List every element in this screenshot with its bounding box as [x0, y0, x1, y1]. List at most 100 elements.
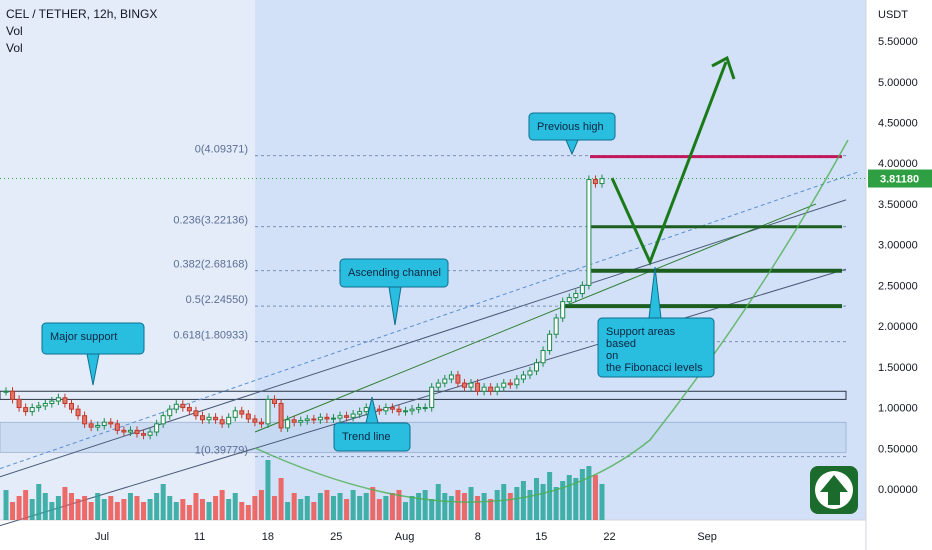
fib-label-3: 0.5(2.24550): [186, 294, 248, 306]
volume-bar-73: [481, 493, 487, 520]
volume-bar-39: [258, 490, 264, 520]
volume-bar-17: [114, 502, 120, 520]
x-tick-7: 22: [603, 531, 615, 543]
x-tick-2: 18: [262, 531, 274, 543]
x-tick-5: 8: [475, 531, 481, 543]
callout-previous-high-text-0: Previous high: [537, 121, 604, 133]
symbol-title[interactable]: CEL / TETHER, 12h, BINGX: [6, 7, 158, 21]
candle-body-64: [422, 407, 428, 410]
x-tick-1: 11: [194, 531, 205, 543]
candle-body-38: [252, 418, 258, 423]
legend: CEL / TETHER, 12h, BINGX Vol Vol: [6, 6, 157, 57]
candle-body-46: [304, 418, 310, 422]
candle-body-44: [291, 419, 297, 423]
volume-bar-18: [121, 499, 127, 520]
volume-bar-42: [278, 478, 284, 520]
volume-bar-28: [186, 505, 192, 520]
trend-line: [254, 203, 817, 433]
candle-body-4: [29, 407, 35, 413]
candle-body-16: [108, 421, 114, 425]
volume-bar-59: [389, 493, 395, 520]
volume-bar-37: [245, 505, 251, 520]
volume-bar-55: [363, 493, 369, 520]
candle-body-32: [213, 416, 219, 421]
lower-support-zone: [0, 421, 847, 453]
candle-body-83: [547, 333, 553, 352]
candle-body-57: [376, 408, 382, 412]
candle-body-7: [49, 400, 55, 404]
candle-body-53: [350, 413, 356, 418]
candle-body-66: [435, 382, 441, 388]
candle-body-6: [42, 402, 48, 407]
volume-bar-51: [337, 493, 343, 520]
candle-body-91: [599, 178, 605, 185]
volume-bar-1: [10, 502, 16, 520]
volume-bar-45: [298, 499, 304, 520]
candle-body-13: [88, 423, 94, 428]
channel-lower-line: [0, 268, 847, 527]
volume-bar-63: [416, 493, 422, 520]
candle-body-27: [180, 403, 186, 409]
candle-body-82: [540, 350, 546, 364]
candle-body-2: [16, 398, 22, 409]
candle-body-62: [409, 408, 415, 412]
volume-bar-27: [180, 499, 186, 520]
up-arrow-icon: [820, 475, 848, 505]
volume-bar-21: [141, 502, 147, 520]
y-tick-6: 2.50000: [878, 280, 918, 292]
candle-body-80: [527, 370, 533, 376]
volume-bar-72: [475, 496, 481, 520]
volume-bar-85: [560, 481, 566, 520]
volume-indicator-2[interactable]: Vol: [6, 41, 23, 55]
volume-bar-81: [534, 478, 540, 520]
volume-bar-50: [330, 496, 336, 520]
volume-bar-4: [29, 499, 35, 520]
volume-bar-12: [82, 496, 88, 520]
candle-body-9: [62, 397, 68, 404]
volume-bar-57: [376, 499, 382, 520]
volume-bar-0: [3, 490, 9, 520]
candle-body-72: [475, 382, 481, 392]
callout-ascending-channel-text-0: Ascending channel: [348, 267, 441, 279]
volume-bar-67: [442, 493, 448, 520]
callout-previous-high-pointer: [565, 139, 579, 156]
currency-label: USDT: [878, 9, 908, 21]
volume-bar-47: [311, 502, 317, 520]
volume-bar-19: [127, 493, 133, 520]
current-price-badge: [868, 169, 932, 188]
candle-body-21: [141, 433, 147, 436]
candle-body-54: [357, 411, 363, 415]
y-tick-7: 2.00000: [878, 321, 918, 333]
volume-bar-30: [199, 499, 205, 520]
candle-body-5: [36, 405, 42, 409]
candle-body-26: [173, 403, 179, 410]
candle-body-65: [429, 386, 435, 409]
volume-indicator-1[interactable]: Vol: [6, 24, 23, 38]
callout-support-areas-text-0: Support areas: [606, 326, 676, 338]
candle-body-84: [553, 317, 559, 335]
candle-body-36: [239, 410, 245, 415]
candle-body-17: [114, 423, 120, 431]
volume-bar-58: [383, 496, 389, 520]
volume-bar-75: [494, 490, 500, 520]
volume-bar-56: [370, 487, 376, 520]
candle-body-88: [579, 284, 585, 295]
candle-body-23: [154, 423, 160, 433]
volume-bar-3: [23, 490, 29, 520]
volume-bar-82: [540, 484, 546, 520]
candle-body-3: [23, 407, 29, 413]
volume-bar-83: [547, 472, 553, 520]
volume-bar-9: [62, 487, 68, 520]
candle-body-89: [586, 178, 592, 286]
y-tick-11: 0.00000: [878, 484, 918, 496]
candle-body-12: [82, 415, 88, 425]
candle-body-31: [206, 416, 212, 421]
callout-trend-line-pointer: [365, 396, 379, 424]
volume-bar-7: [49, 502, 55, 520]
volume-bar-70: [461, 493, 467, 520]
candle-body-47: [311, 418, 317, 421]
volume-bar-46: [304, 496, 310, 520]
candle-body-28: [186, 407, 192, 412]
